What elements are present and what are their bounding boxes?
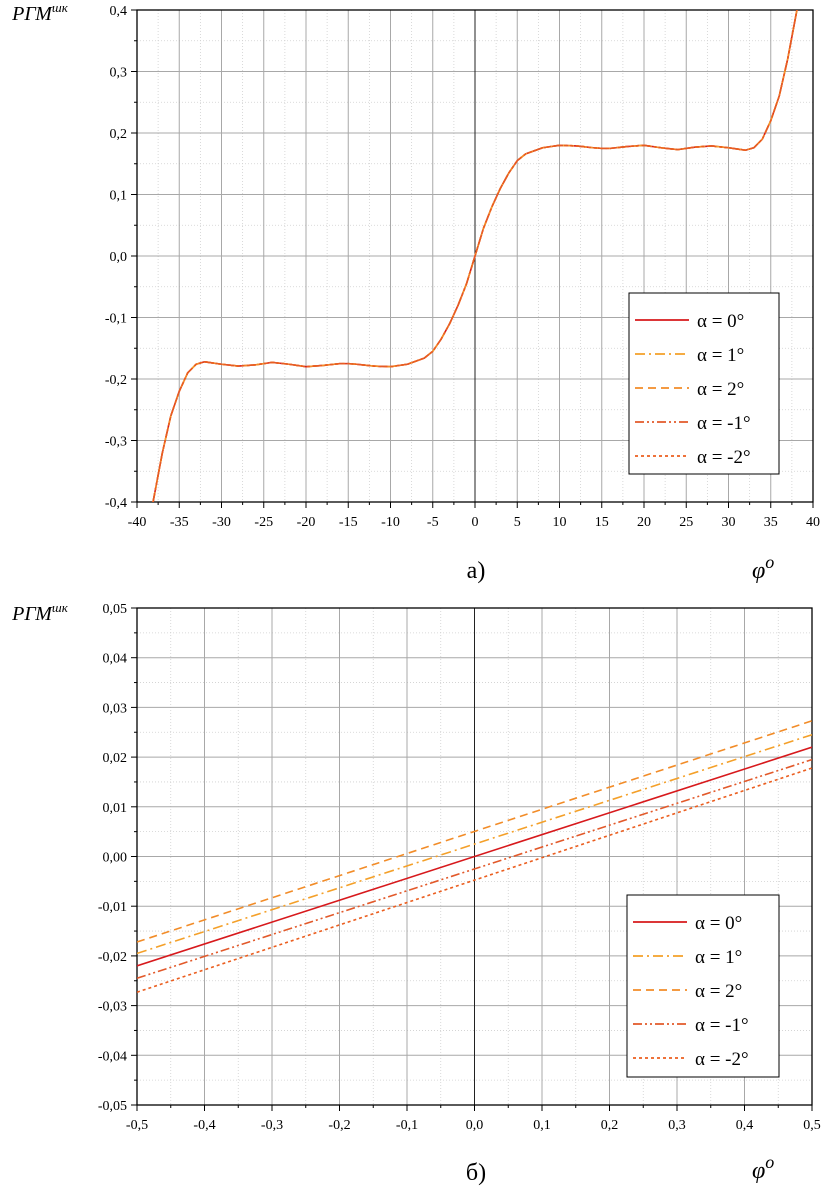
y-tick-label: 0,03 xyxy=(103,701,128,716)
x-tick-label: -0,5 xyxy=(126,1118,148,1133)
y-tick-label: -0,2 xyxy=(105,373,127,388)
series-line-4 xyxy=(137,767,812,993)
legend-entry-label: α = -2° xyxy=(697,447,751,468)
x-axis-label: φo xyxy=(752,1152,774,1184)
panel-label: а) xyxy=(467,558,486,584)
y-tick-label: -0,05 xyxy=(98,1099,127,1114)
legend-entry-label: α = 0° xyxy=(695,913,742,934)
y-tick-label: -0,3 xyxy=(105,435,127,450)
y-tick-label: 0,00 xyxy=(103,851,128,866)
y-tick-label: 0,4 xyxy=(110,4,128,19)
legend-box xyxy=(628,292,780,475)
y-tick-label: 0,3 xyxy=(110,66,128,81)
legend-entry-label: α = -1° xyxy=(695,1015,749,1036)
x-tick-label: -30 xyxy=(212,515,231,530)
x-axis-label-sup: o xyxy=(765,1152,774,1172)
legend-entry-label: α = 0° xyxy=(697,311,744,332)
legend-entry-label: α = 2° xyxy=(697,379,744,400)
legend-entry-label: α = 2° xyxy=(695,981,742,1002)
x-tick-label: 40 xyxy=(806,515,820,530)
x-axis-label-sup: o xyxy=(765,552,774,572)
series-line-4 xyxy=(152,10,798,502)
x-tick-label: 5 xyxy=(514,515,521,530)
chart-panel-b: -0,5 -0,4 -0,3 -0,2 -0,1 0,0 0,1 0,2 0,3 0,4 0,5 -0… xyxy=(11,600,821,1186)
legend-entry-label: α = -1° xyxy=(697,413,751,434)
x-tick-label: -0,4 xyxy=(193,1118,215,1133)
y-axis-label: РГМшк xyxy=(11,600,69,625)
x-tick-label: 0,2 xyxy=(601,1118,619,1133)
series-line-3 xyxy=(137,758,812,980)
x-tick-label: -10 xyxy=(381,515,400,530)
x-tick-label: -5 xyxy=(427,515,439,530)
y-tick-label: 0,02 xyxy=(103,751,128,766)
x-tick-label: -25 xyxy=(254,515,273,530)
y-axis-label-sup: шк xyxy=(52,0,69,15)
y-tick-label: 0,04 xyxy=(103,652,128,667)
x-tick-label: 0,3 xyxy=(668,1118,686,1133)
x-tick-label: -0,3 xyxy=(261,1118,283,1133)
x-tick-label: 0,4 xyxy=(736,1118,754,1133)
series-line-2 xyxy=(137,720,812,943)
y-tick-label: -0,4 xyxy=(105,496,127,511)
x-tick-label: 0,0 xyxy=(466,1118,484,1133)
chart-panel-a: -40 -35 -30 -25 -20 -15 -10 -5 0 5 10 15 20 25 30 35 40 -… xyxy=(11,0,820,584)
legend-box xyxy=(626,894,780,1078)
x-tick-label: 15 xyxy=(595,515,609,530)
y-tick-label: -0,01 xyxy=(98,900,127,915)
series-group xyxy=(152,10,798,502)
y-tick-label: 0,1 xyxy=(110,189,128,204)
x-tick-label: -35 xyxy=(170,515,189,530)
panel-label: б) xyxy=(466,1160,486,1186)
x-tick-label: -15 xyxy=(339,515,358,530)
y-axis-label-sup: шк xyxy=(52,600,69,615)
x-tick-label: 0 xyxy=(472,515,479,530)
x-tick-label: -0,1 xyxy=(396,1118,418,1133)
x-tick-label: -0,2 xyxy=(328,1118,350,1133)
x-tick-label: 20 xyxy=(637,515,651,530)
x-tick-label: 30 xyxy=(722,515,736,530)
y-axis-label: РГМшк xyxy=(11,0,69,25)
y-tick-label: 0,05 xyxy=(103,602,128,617)
x-tick-label: 10 xyxy=(553,515,567,530)
y-tick-label: 0,2 xyxy=(110,127,128,142)
y-tick-label: -0,04 xyxy=(98,1049,127,1064)
legend-entry-label: α = 1° xyxy=(697,345,744,366)
y-tick-label: -0,03 xyxy=(98,1000,127,1015)
x-tick-label: 0,5 xyxy=(803,1118,821,1133)
series-line-0 xyxy=(137,746,812,967)
x-tick-label: -20 xyxy=(297,515,316,530)
legend: α = 0° α = 1° α = 2° α = -1° α = -2° xyxy=(626,894,780,1078)
y-tick-label: 0,01 xyxy=(103,801,128,816)
series-group xyxy=(137,720,812,993)
y-tick-label: 0,0 xyxy=(110,250,128,265)
x-axis-label: φo xyxy=(752,552,774,584)
y-tick-label: -0,1 xyxy=(105,312,127,327)
series-line-1 xyxy=(137,733,812,955)
legend-entry-label: α = 1° xyxy=(695,947,742,968)
legend-entry-label: α = -2° xyxy=(695,1049,749,1070)
x-tick-label: 35 xyxy=(764,515,778,530)
x-tick-label: -40 xyxy=(128,515,147,530)
legend: α = 0° α = 1° α = 2° α = -1° α = -2° xyxy=(628,292,780,475)
x-tick-label: 25 xyxy=(679,515,693,530)
x-tick-label: 0,1 xyxy=(533,1118,551,1133)
y-tick-label: -0,02 xyxy=(98,950,127,965)
